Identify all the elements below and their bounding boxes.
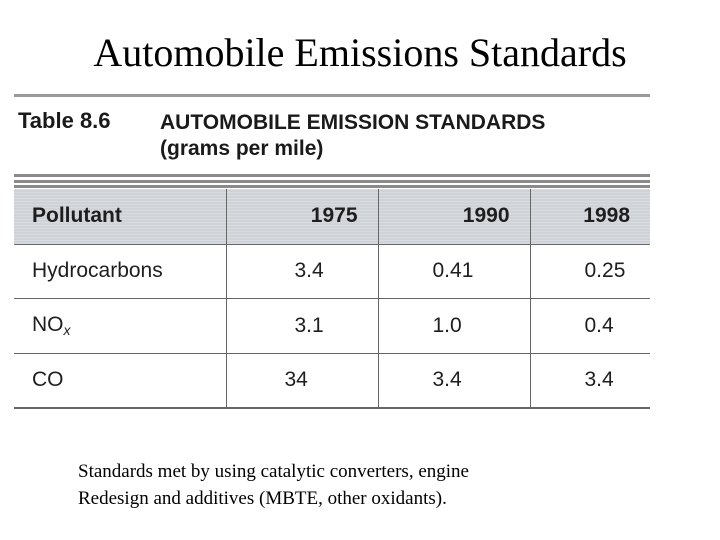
value-1998: 0.25 bbox=[529, 244, 650, 300]
header-1990: 1990 bbox=[377, 189, 531, 245]
footnote-line-1: Standards met by using catalytic convert… bbox=[78, 461, 469, 482]
value-1998: 3.4 bbox=[529, 352, 650, 409]
table-caption-title: AUTOMOBILE EMISSION STANDARDS bbox=[160, 111, 546, 134]
value-1990: 1.0 bbox=[377, 298, 531, 354]
pollutant-subscript: x bbox=[63, 322, 71, 339]
table-caption-units: (grams per mile) bbox=[160, 137, 324, 160]
table-row: NOx 3.1 1.0 0.4 bbox=[14, 298, 650, 354]
table-row: Hydrocarbons 3.4 0.41 0.25 bbox=[14, 244, 650, 300]
pollutant-name: NOx bbox=[14, 298, 227, 354]
table-row: CO 34 3.4 3.4 bbox=[14, 352, 650, 409]
value-1975: 34 bbox=[225, 352, 379, 409]
header-pollutant: Pollutant bbox=[14, 189, 227, 245]
header-1998: 1998 bbox=[529, 189, 650, 245]
header-rule-2 bbox=[14, 180, 650, 183]
value-1975: 3.4 bbox=[225, 244, 379, 300]
value-1990: 3.4 bbox=[377, 352, 531, 409]
pollutant-name: Hydrocarbons bbox=[14, 244, 227, 300]
value-1975: 3.1 bbox=[225, 298, 379, 354]
header-rule-1 bbox=[14, 174, 650, 177]
table-number: Table 8.6 bbox=[18, 108, 111, 133]
emission-standards-table: Pollutant 1975 1990 1998 Hydrocarbons 3.… bbox=[14, 189, 650, 409]
top-rule bbox=[14, 94, 650, 97]
value-1998: 0.4 bbox=[529, 298, 650, 354]
footnote-line-2: Redesign and additives (MBTE, other oxid… bbox=[78, 488, 447, 509]
pollutant-name: CO bbox=[14, 352, 227, 409]
footnote-text: Standards met by using catalytic convert… bbox=[78, 458, 698, 512]
table-header-row: Pollutant 1975 1990 1998 bbox=[14, 189, 650, 245]
slide-title: Automobile Emissions Standards bbox=[93, 30, 627, 75]
header-rule-3 bbox=[14, 185, 650, 188]
value-1990: 0.41 bbox=[377, 244, 531, 300]
table-caption: AUTOMOBILE EMISSION STANDARDS (grams per… bbox=[160, 110, 640, 162]
header-1975: 1975 bbox=[225, 189, 379, 245]
scanned-table-image: Table 8.6 AUTOMOBILE EMISSION STANDARDS … bbox=[14, 92, 654, 410]
